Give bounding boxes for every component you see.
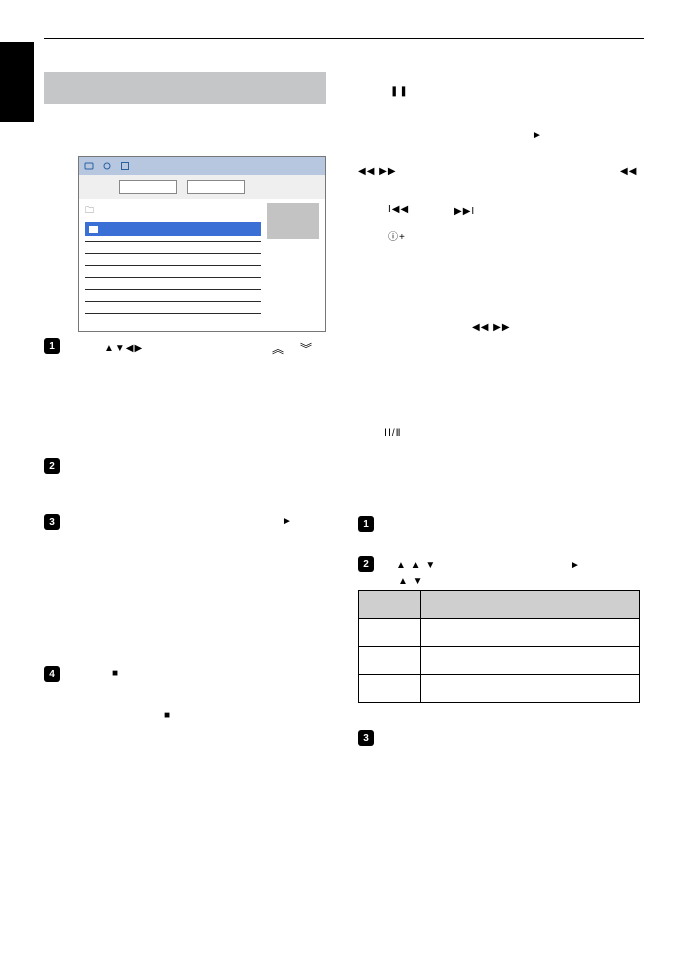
recording-icon (89, 226, 98, 233)
top-rule (44, 38, 644, 39)
scr-sort-tabs (79, 175, 325, 199)
skip-forward-glyph: ▶▶I (454, 206, 475, 217)
play-glyph-step3: ► (282, 516, 293, 527)
options-table (358, 590, 640, 703)
preview-thumbnail (267, 203, 319, 239)
scr-list: 🗀 (79, 199, 267, 331)
scr-titlebar (79, 157, 325, 175)
options-cell (359, 647, 421, 675)
rewind-forward-glyphs-2: ◀◀ ▶▶ (472, 322, 511, 333)
options-cell (421, 619, 640, 647)
options-row (359, 675, 640, 703)
scr-row[interactable] (85, 252, 261, 254)
options-header-1 (359, 591, 421, 619)
options-cell (359, 619, 421, 647)
rewind-glyph-2: ◀◀ (620, 166, 637, 177)
options-header-row (359, 591, 640, 619)
step-badge-left-1: 1 (44, 338, 60, 354)
page-up-glyph: ︽ (272, 340, 285, 357)
options-row (359, 647, 640, 675)
step-badge-left-2: 2 (44, 458, 60, 474)
scr-row[interactable] (85, 240, 261, 242)
step-badge-left-3: 3 (44, 514, 60, 530)
step-badge-right-3: 3 (358, 730, 374, 746)
scr-row[interactable] (85, 264, 261, 266)
options-cell (421, 675, 640, 703)
pause-glyph: ❚❚ (390, 86, 409, 97)
nav-arrows-glyphs: ▲▼◀▶ (104, 343, 143, 354)
step-badge-right-2: 2 (358, 556, 374, 572)
scr-body: 🗀 (79, 199, 325, 331)
tab-icon-settings (101, 160, 113, 172)
section-banner (44, 72, 326, 104)
scr-selected-row[interactable] (85, 222, 261, 236)
page-down-glyph: ︾ (300, 340, 313, 357)
options-header-2 (421, 591, 640, 619)
scr-folder-row: 🗀 (85, 203, 261, 219)
scr-row[interactable] (85, 312, 261, 314)
scr-row[interactable] (85, 288, 261, 290)
step-badge-left-4: 4 (44, 666, 60, 682)
step-r2-nav-1: ▲ ▲ ▼ (396, 560, 436, 571)
options-cell (359, 675, 421, 703)
skip-back-glyph: I◀◀ (388, 204, 409, 215)
step-badge-right-1: 1 (358, 516, 374, 532)
tab-icon-tv (83, 160, 95, 172)
stop-glyph-step4-b: ■ (164, 710, 171, 721)
recorded-tv-list-screenshot: 🗀 (78, 156, 326, 332)
rewind-forward-glyphs: ◀◀ ▶▶ (358, 166, 397, 177)
dual-audio-glyph: ⅠⅠ/Ⅱ (384, 428, 402, 439)
scr-row[interactable] (85, 276, 261, 278)
stop-glyph-step4-a: ■ (112, 668, 119, 679)
sort-tab-2[interactable] (187, 180, 245, 194)
side-tab (0, 42, 34, 122)
scr-row[interactable] (85, 300, 261, 302)
tab-icon-media (119, 160, 131, 172)
sort-tab-1[interactable] (119, 180, 177, 194)
play-glyph: ► (532, 130, 543, 141)
step-r2-play: ► (570, 560, 581, 571)
options-row (359, 619, 640, 647)
info-glyph: ⓘ+ (388, 228, 406, 243)
step-r2-nav-2: ▲ ▼ (398, 576, 424, 587)
options-cell (421, 647, 640, 675)
